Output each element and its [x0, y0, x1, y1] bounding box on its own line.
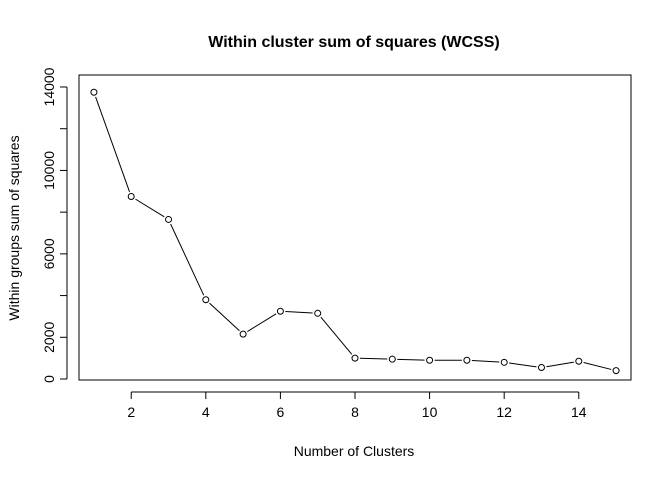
y-tick-label: 10000 [41, 151, 57, 190]
y-tick-label: 0 [41, 375, 57, 383]
data-point [90, 88, 98, 96]
y-tick-label: 6000 [41, 238, 57, 269]
x-tick-label: 10 [422, 404, 438, 420]
data-point [537, 364, 545, 372]
x-tick-label: 6 [277, 404, 285, 420]
wcss-series [90, 88, 620, 375]
data-point [463, 356, 471, 364]
x-axis: 2 4 6 8 10 12 14 [127, 391, 587, 420]
series-segment [320, 316, 353, 355]
x-tick-label: 12 [496, 404, 512, 420]
x-tick-label: 8 [351, 404, 359, 420]
y-tick-label: 2000 [41, 322, 57, 353]
data-point [388, 355, 396, 363]
series-segment [170, 223, 205, 296]
series-segment [135, 198, 165, 218]
x-axis-label: Number of Clusters [294, 443, 415, 459]
x-tick-label: 2 [127, 404, 135, 420]
y-tick-label: 14000 [41, 67, 57, 106]
x-tick-label: 14 [571, 404, 587, 420]
data-point [612, 367, 620, 375]
y-axis: 0 2000 6000 10000 14000 [41, 67, 68, 383]
data-point [351, 354, 359, 362]
series-segment [247, 313, 277, 332]
series-segment [209, 302, 240, 332]
data-point [127, 193, 135, 200]
series-segment [359, 357, 388, 360]
series-segment [509, 362, 537, 368]
data-point [575, 357, 583, 365]
y-axis-label: Within groups sum of squares [6, 135, 22, 320]
series-segment [546, 361, 574, 368]
x-tick-label: 4 [202, 404, 210, 420]
series-segment [583, 362, 612, 370]
series-segment [397, 358, 425, 361]
data-point [165, 215, 173, 223]
series-segment [95, 96, 131, 192]
series-segment [285, 310, 313, 314]
chart-title: Within cluster sum of squares (WCSS) [208, 34, 499, 51]
data-point [202, 296, 210, 304]
data-point [314, 309, 322, 317]
plot-frame [78, 74, 632, 381]
data-point [426, 356, 434, 364]
data-point [239, 330, 247, 338]
data-point [276, 307, 284, 315]
series-segment [471, 360, 500, 363]
data-point [500, 358, 508, 366]
